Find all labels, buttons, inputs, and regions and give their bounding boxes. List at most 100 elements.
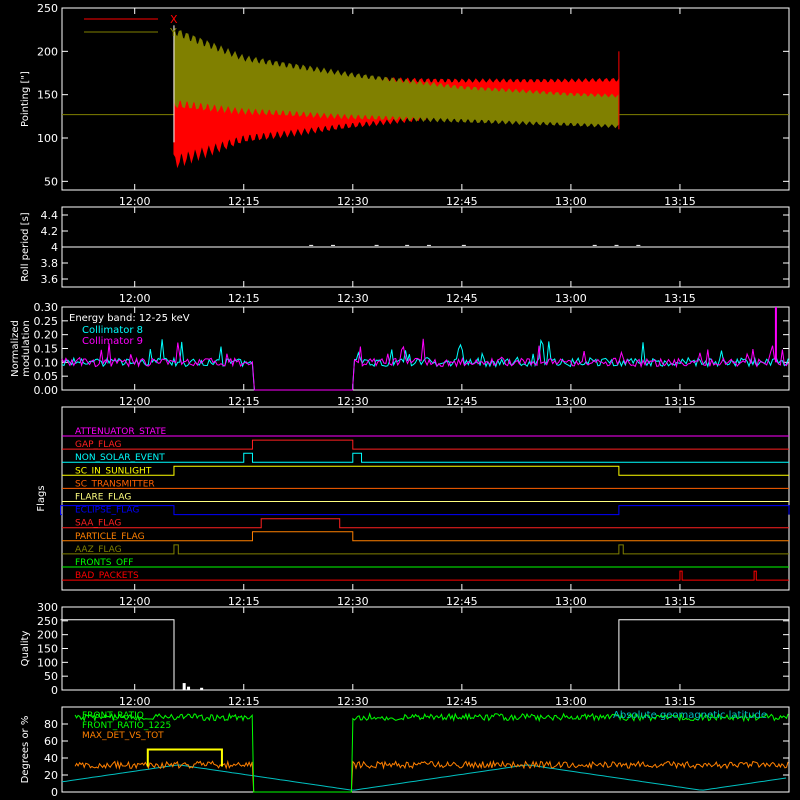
panel-flags: 12:00 12:15 12:30 12:45 13:00 13:15 Flags ATTEN… (36, 406, 790, 608)
y-axis-label: Flags (36, 485, 47, 511)
quality-blip (200, 687, 204, 690)
x-tick-label: 12:00 (119, 195, 151, 208)
x-tick-label: 12:00 (119, 595, 151, 608)
legend-label: Collimator 9 (82, 336, 143, 347)
x-tick-label: 13:15 (664, 395, 696, 408)
y-tick-label: 250 (37, 615, 58, 628)
flag-label: BAD_PACKETS (75, 571, 139, 581)
y-tick-label: 50 (44, 175, 58, 188)
y-tick-label: 4.2 (41, 225, 59, 238)
y-axis-label: Quality (20, 631, 31, 667)
yellow-step (146, 748, 223, 767)
flag-line (62, 452, 789, 463)
series-collimator-8 (61, 338, 789, 391)
x-tick-label: 12:15 (228, 292, 260, 305)
flag-label: NON_SOLAR_EVENT (75, 453, 165, 463)
y-tick-label: 40 (44, 752, 58, 765)
x-tick-label: 12:30 (337, 292, 369, 305)
panel-roll-period: 12:00 12:15 12:30 12:45 13:00 13:15 3.6 3.8 4 4.2… (20, 206, 790, 305)
y-tick-label: 100 (37, 132, 58, 145)
plot-frame (61, 406, 790, 591)
y-tick-label: 0.20 (34, 329, 59, 342)
flag-line (60, 505, 790, 516)
x-tick-label: 12:00 (119, 292, 151, 305)
x-tick-label: 12:45 (446, 695, 478, 708)
quality-blip (182, 683, 186, 690)
y-tick-label: 0.30 (34, 301, 59, 314)
x-tick-label: 13:00 (555, 395, 587, 408)
x-tick-label: 12:00 (119, 695, 151, 708)
panel-pointing: 12:00 12:15 12:30 12:45 13:00 13:15 50 100 150 20… (20, 2, 790, 208)
y-tick-label: 20 (44, 769, 58, 782)
x-tick-label: 13:15 (664, 292, 696, 305)
flag-line (62, 518, 789, 529)
legend-label: FRONT_RATIO_1225 (82, 721, 171, 731)
plot-frame (61, 7, 790, 191)
y-tick-label: 0.10 (34, 356, 59, 369)
y-axis-label: Degrees or % (20, 716, 31, 784)
x-tick-label: 13:00 (555, 595, 587, 608)
legend-label: Collimator 8 (82, 325, 143, 336)
x-tick-label: 12:30 (337, 595, 369, 608)
x-tick-label: 12:15 (228, 695, 260, 708)
x-tick-label: 12:15 (228, 595, 260, 608)
panel-quality: 12:00 12:15 12:30 12:45 13:00 13:150501001502… (20, 601, 790, 708)
x-tick-label: 12:45 (446, 292, 478, 305)
latitude-label: Absolute geomagnetic latitude (613, 710, 767, 721)
flag-label: GAP_FLAG (75, 440, 121, 450)
y-tick-label: 0 (51, 684, 58, 697)
y-tick-label: 0.15 (34, 343, 59, 356)
quality-blip (187, 686, 191, 690)
legend-label: X (170, 13, 178, 26)
flag-label: FLARE_FLAG (75, 493, 131, 503)
x-tick-label: 13:15 (664, 595, 696, 608)
flag-label: SAA_FLAG (75, 519, 121, 529)
x-tick-label: 12:15 (228, 195, 260, 208)
x-tick-label: 13:00 (555, 695, 587, 708)
y-tick-label: 3.8 (41, 257, 59, 270)
y-tick-label: 4.4 (41, 209, 59, 222)
y-axis-label: Pointing ["] (20, 71, 31, 127)
flag-label: ECLIPSE_FLAG (75, 506, 139, 516)
front-ratio-line (74, 712, 789, 793)
x-tick-label: 13:00 (555, 292, 587, 305)
y-axis-label: Roll period [s] (20, 212, 31, 281)
x-tick-label: 13:15 (664, 195, 696, 208)
plot-frame (61, 706, 790, 793)
x-tick-label: 12:45 (446, 195, 478, 208)
x-tick-label: 12:30 (337, 695, 369, 708)
flag-label: PARTICLE_FLAG (75, 532, 145, 542)
flag-label: ATTENUATOR_STATE (75, 427, 167, 437)
y-axis-label: modulation (21, 320, 32, 377)
y-tick-label: 3.6 (41, 273, 59, 286)
latitude-curve (61, 764, 787, 791)
y-tick-label: 0.25 (34, 315, 59, 328)
y-tick-label: 0.05 (34, 370, 59, 383)
y-tick-label: 100 (37, 656, 58, 669)
legend-label: FRONT_RATIO (82, 711, 144, 721)
legend-label: Y (169, 26, 177, 39)
y-tick-label: 150 (37, 643, 58, 656)
flag-line (62, 570, 789, 581)
x-tick-label: 12:15 (228, 395, 260, 408)
y-tick-label: 50 (44, 670, 58, 683)
flag-line (62, 439, 789, 450)
y-tick-label: 200 (37, 45, 58, 58)
x-tick-label: 12:30 (337, 195, 369, 208)
panel-front-ratio: 0 20 40 60 80 Degrees or % FRONT_RATIOFRONT_RA… (20, 706, 790, 799)
flag-line (62, 544, 789, 555)
max-det-vs-tot-line (74, 759, 789, 793)
x-tick-label: 12:45 (446, 395, 478, 408)
quality-line (60, 619, 789, 691)
x-tick-label: 12:30 (337, 395, 369, 408)
x-tick-label: 12:00 (119, 395, 151, 408)
flag-line (62, 531, 789, 542)
energy-band-label: Energy band: 12-25 keV (69, 313, 190, 324)
y-tick-label: 200 (37, 629, 58, 642)
flag-label: AAZ_FLAG (75, 545, 122, 555)
y-tick-label: 250 (37, 2, 58, 15)
y-axis-label: Normalized (10, 320, 21, 377)
x-tick-label: 13:00 (555, 195, 587, 208)
panel-modulation: 12:00 12:15 12:30 12:45 13:00 13:150.000.050.… (10, 301, 790, 408)
